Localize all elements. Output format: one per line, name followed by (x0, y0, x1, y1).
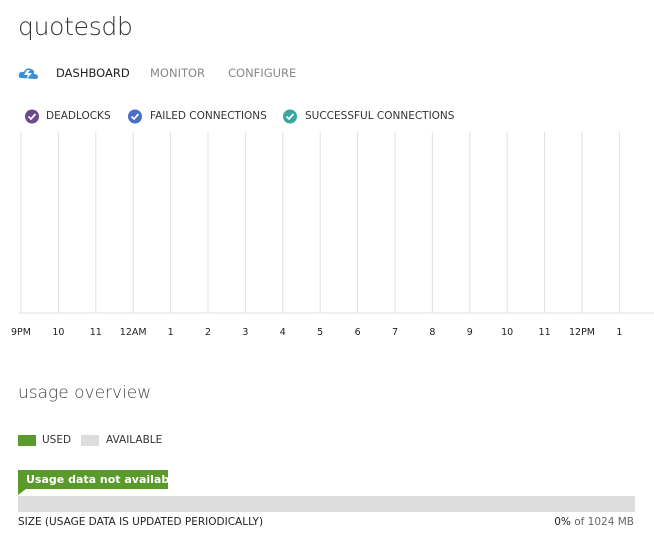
size-label: SIZE (USAGE DATA IS UPDATED PERIODICALLY… (18, 516, 264, 528)
x-tick-label: 1 (616, 327, 622, 338)
used-swatch (18, 435, 36, 446)
page-title: quotesdb (18, 12, 133, 41)
legend-check (283, 109, 297, 124)
chart-area: 9PM101112AM123456789101112PM12 (11, 132, 654, 338)
size-value: 0% of 1024 MB (554, 516, 634, 528)
usage-capacity: of 1024 MB (574, 516, 634, 528)
x-tick-label: 2 (205, 327, 211, 338)
x-tick-label: 6 (355, 327, 361, 338)
usage-bar (18, 496, 635, 512)
x-tick-label: 11 (90, 327, 102, 338)
cloud-icon (18, 68, 38, 80)
x-tick-label: 9 (467, 327, 473, 338)
nav-tab[interactable]: DASHBOARD (56, 66, 130, 80)
x-tick-label: 3 (242, 327, 248, 338)
x-tick-label: 10 (52, 327, 64, 338)
status-banner: Usage data not available (18, 470, 180, 489)
legend-check (128, 109, 142, 124)
legend-label: USED (42, 434, 72, 446)
x-tick-label: 8 (429, 327, 435, 338)
available-swatch (81, 435, 99, 446)
x-tick-label: 4 (280, 327, 286, 338)
legend-label[interactable]: SUCCESSFUL CONNECTIONS (305, 110, 455, 122)
nav-tab[interactable]: CONFIGURE (228, 66, 297, 80)
x-tick-label: 9PM (11, 327, 31, 338)
x-tick-label: 12PM (569, 327, 595, 338)
x-tick-label: 11 (539, 327, 551, 338)
legend-label[interactable]: DEADLOCKS (46, 110, 111, 122)
legend-label[interactable]: FAILED CONNECTIONS (150, 110, 267, 122)
x-tick-label: 12AM (120, 327, 147, 338)
legend-check (25, 109, 39, 124)
x-tick-label: 7 (392, 327, 398, 338)
x-tick-label: 1 (168, 327, 174, 338)
nav-tab[interactable]: MONITOR (150, 66, 206, 80)
banner-pointer (18, 489, 26, 495)
section-title: usage overview (18, 383, 152, 403)
x-tick-label: 10 (501, 327, 513, 338)
legend-label: AVAILABLE (106, 434, 163, 446)
x-tick-label: 5 (317, 327, 323, 338)
usage-percent: 0% (554, 516, 571, 528)
